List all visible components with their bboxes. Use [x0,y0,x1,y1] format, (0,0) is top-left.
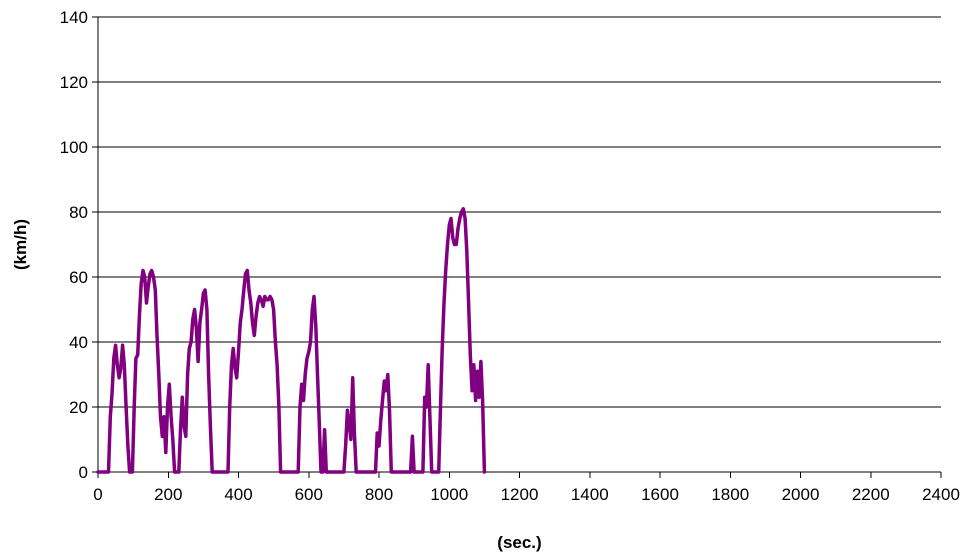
x-tick-label: 600 [295,485,323,504]
x-tick-label: 1000 [430,485,468,504]
y-tick-label: 60 [69,268,88,287]
x-tick-label: 0 [93,485,102,504]
y-tick-label: 120 [60,73,88,92]
y-tick-label: 80 [69,203,88,222]
gridlines [92,16,941,473]
x-tick-label: 1200 [501,485,539,504]
y-tick-labels: 0 20 40 60 80 100 120 140 [60,8,88,482]
x-tick-label: 2000 [782,485,820,504]
x-tick-label: 1600 [641,485,679,504]
y-axis-title: (km/h) [11,219,30,270]
x-tick-label: 1400 [571,485,609,504]
y-tick-label: 40 [69,333,88,352]
x-tick-label: 400 [224,485,252,504]
y-tick-label: 140 [60,8,88,27]
x-tick-label: 1800 [711,485,749,504]
y-tick-label: 100 [60,138,88,157]
series-line-1 [96,207,487,474]
x-tick-label: 800 [365,485,393,504]
y-tick-label: 20 [69,398,88,417]
x-tick-label: 2400 [922,485,960,504]
y-tick-label: 0 [79,463,88,482]
x-tick-label: 200 [154,485,182,504]
x-tick-label: 2200 [852,485,890,504]
series-layer [96,207,487,474]
x-axis-title: (sec.) [497,533,541,552]
x-tick-labels: 0 200 400 600 800 1000 1200 1400 1600 1800 2000 220… [93,472,960,504]
